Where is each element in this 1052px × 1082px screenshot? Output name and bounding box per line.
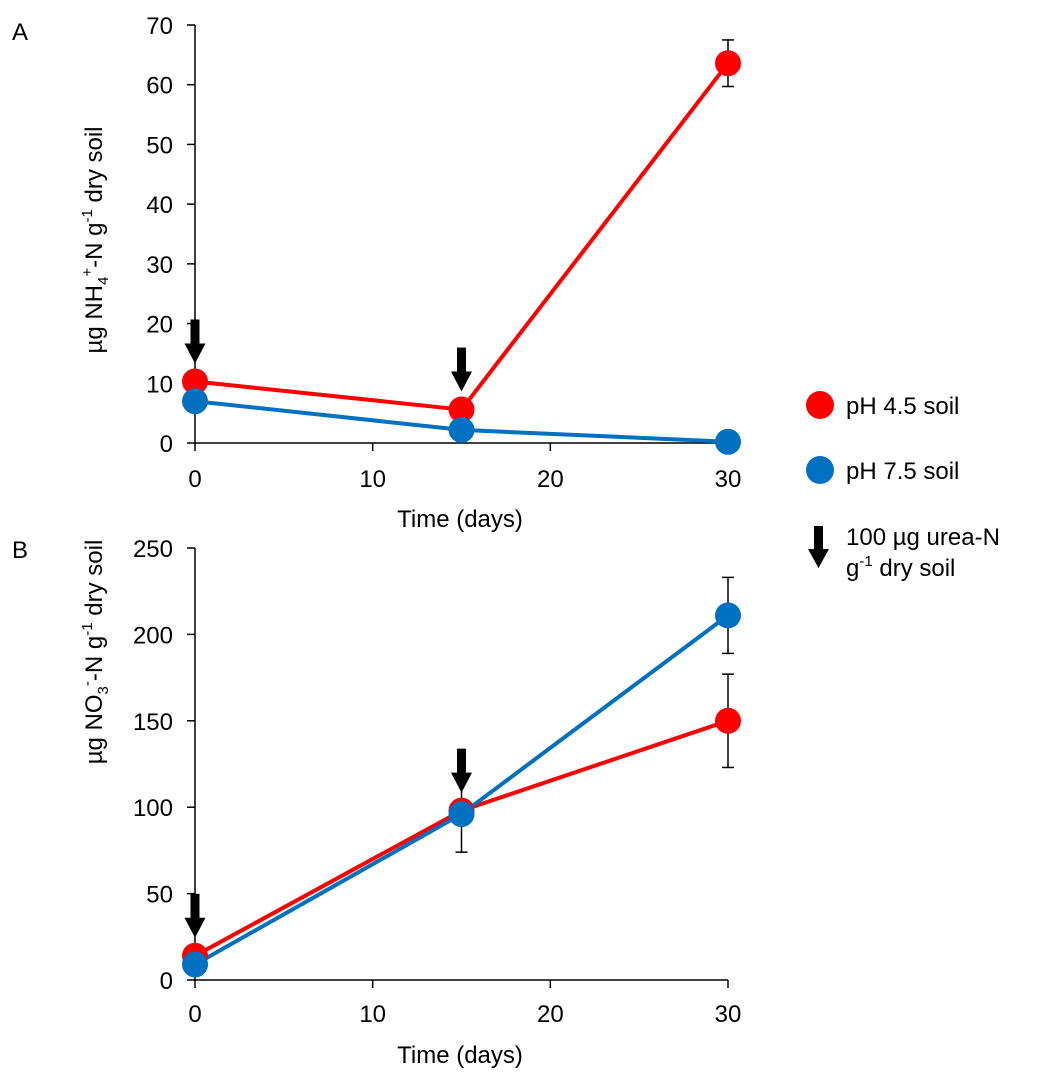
data-point-ph45 <box>715 50 741 77</box>
y-tick-label: 100 <box>133 795 173 822</box>
y-tick-label: 0 <box>160 968 173 995</box>
data-point-ph75 <box>182 951 208 978</box>
panel-letter-b: B <box>12 537 28 564</box>
legend-ph75-label: pH 7.5 soil <box>846 458 959 485</box>
legend-urea-label-line1: 100 µg urea-N <box>846 524 1000 551</box>
panel-a-urea-arrows <box>184 319 472 392</box>
down-arrow-icon <box>451 748 472 793</box>
panel-a-x-axis-title: Time (days) <box>397 506 523 533</box>
panel-b-chart: 0 50 100 150 200 250 0 10 20 30 Time (days) µg NO… <box>79 536 741 1069</box>
x-tick-label: 0 <box>188 1001 201 1028</box>
data-point-ph75 <box>715 428 741 455</box>
y-tick-label: 200 <box>133 622 173 649</box>
panel-a-y-axis-title: µg NH4+-N g-1 dry soil <box>79 127 112 354</box>
y-tick-label: 0 <box>160 431 173 458</box>
y-tick-label: 70 <box>146 13 173 40</box>
panel-a-tick-labels: 0 10 20 30 40 50 60 70 0 10 20 30 <box>146 13 741 493</box>
panel-b-series <box>182 576 741 978</box>
legend-ph45-marker <box>806 391 834 419</box>
x-tick-label: 30 <box>715 466 742 493</box>
down-arrow-icon <box>184 319 206 364</box>
y-tick-label: 60 <box>146 73 173 100</box>
data-point-ph45 <box>182 368 208 395</box>
down-arrow-icon <box>451 347 472 392</box>
y-tick-label: 50 <box>146 882 173 909</box>
down-arrow-icon <box>808 526 829 568</box>
y-tick-label: 20 <box>146 312 173 339</box>
panel-a-axes <box>187 24 729 451</box>
x-tick-label: 10 <box>359 1001 386 1028</box>
legend: pH 4.5 soil pH 7.5 soil 100 µg urea-N g-… <box>806 391 1000 582</box>
data-point-ph45 <box>715 707 741 734</box>
panel-a-series <box>182 39 741 455</box>
x-tick-label: 30 <box>715 1001 742 1028</box>
panel-b-urea-arrows <box>184 748 472 938</box>
y-tick-label: 10 <box>146 371 173 398</box>
y-tick-label: 250 <box>133 536 173 563</box>
y-tick-label: 30 <box>146 252 173 279</box>
legend-ph45-label: pH 4.5 soil <box>846 393 959 420</box>
x-tick-label: 20 <box>537 1001 564 1028</box>
legend-urea-label-line2: g-1 dry soil <box>846 553 955 582</box>
y-tick-label: 50 <box>146 132 173 159</box>
data-point-ph75 <box>182 388 208 415</box>
panel-b-y-axis-title: µg NO3--N g-1 dry soil <box>79 540 112 765</box>
panel-letter-a: A <box>12 19 28 46</box>
data-point-ph45 <box>448 396 475 423</box>
data-point-ph75 <box>448 416 475 443</box>
x-tick-label: 0 <box>188 466 201 493</box>
legend-ph75-marker <box>806 456 834 484</box>
y-tick-label: 40 <box>146 192 173 219</box>
panel-b-x-axis-title: Time (days) <box>397 1042 523 1069</box>
data-point-ph75 <box>448 801 475 828</box>
down-arrow-icon <box>184 893 206 938</box>
x-tick-label: 10 <box>359 466 386 493</box>
x-tick-label: 20 <box>537 466 564 493</box>
y-tick-label: 150 <box>133 709 173 736</box>
data-point-ph75 <box>715 602 741 629</box>
panel-b-tick-labels: 0 50 100 150 200 250 0 10 20 30 <box>133 536 741 1028</box>
panel-a-chart: 0 10 20 30 40 50 60 70 0 10 20 30 Time (days) µg NH… <box>79 13 741 533</box>
